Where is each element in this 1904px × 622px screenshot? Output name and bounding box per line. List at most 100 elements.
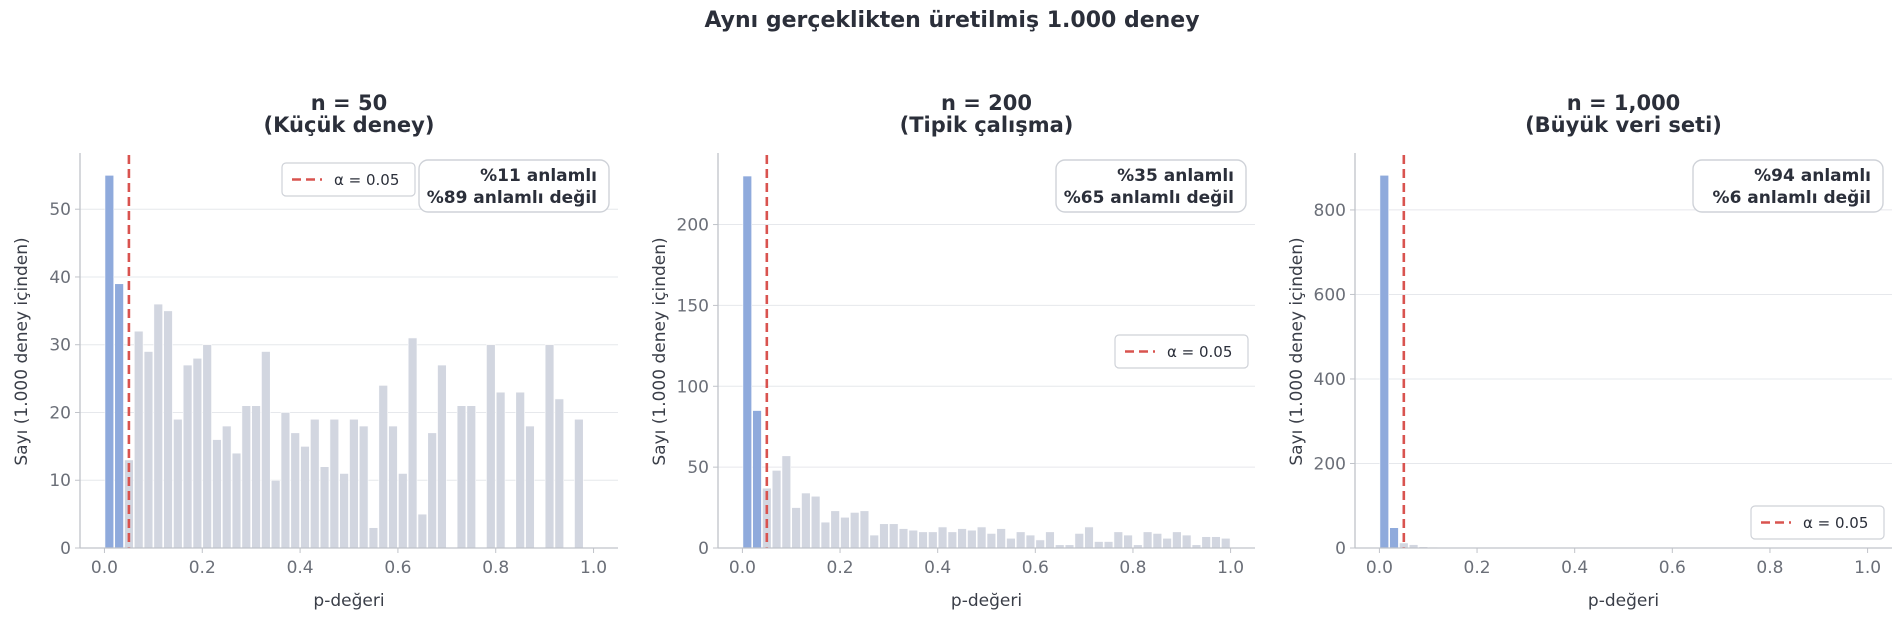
histogram-bar	[1025, 534, 1036, 549]
histogram-bar	[300, 446, 310, 549]
histogram-bar	[1181, 534, 1192, 549]
y-tick-label: 50	[49, 200, 71, 220]
histogram-bar	[1142, 531, 1153, 549]
histogram-bar	[574, 418, 584, 549]
histogram-bar-significant	[1389, 527, 1399, 549]
histogram-bar	[1094, 541, 1104, 549]
panel-subtitle: (Küçük deney)	[264, 113, 435, 137]
histogram-bar	[270, 479, 281, 549]
histogram-bar	[143, 351, 154, 549]
annotation-not-significant: %6 anlamlı değil	[1713, 188, 1871, 208]
legend-label: α = 0.05	[1803, 514, 1868, 532]
annotation-significant: %94 anlamlı	[1754, 166, 1871, 186]
panel-title: n = 200	[941, 91, 1032, 115]
histogram-bar	[986, 533, 997, 549]
histogram-bar	[1006, 537, 1016, 549]
histogram-bar	[349, 418, 359, 549]
x-axis-label: p-değeri	[951, 591, 1022, 611]
histogram-bar	[1015, 531, 1026, 549]
histogram-bar	[251, 405, 261, 549]
x-tick-label: 0.8	[1756, 558, 1783, 578]
annotation-not-significant: %65 anlamlı değil	[1064, 188, 1234, 208]
annotation-box	[1055, 159, 1247, 213]
histogram-bar	[996, 528, 1006, 549]
histogram-bar-significant	[104, 175, 115, 549]
histogram-bar	[1162, 537, 1172, 549]
histogram-bar	[525, 425, 535, 549]
legend-box	[1750, 505, 1885, 540]
histogram-bar	[1035, 539, 1045, 549]
histogram-bar	[339, 473, 349, 549]
histogram-bar	[417, 513, 428, 549]
histogram-bar	[810, 495, 821, 549]
x-tick-label: 0.2	[189, 558, 216, 578]
y-tick-label: 0	[1335, 539, 1346, 559]
panel-title: n = 50	[311, 91, 387, 115]
annotation-box	[418, 159, 610, 213]
figure-title: Aynı gerçeklikten üretilmiş 1.000 deney	[704, 8, 1200, 33]
panel-subtitle: (Büyük veri seti)	[1525, 113, 1722, 137]
y-tick-label: 30	[49, 336, 71, 356]
x-tick-label: 0.2	[1464, 558, 1491, 578]
histogram-bar	[1123, 534, 1133, 549]
y-tick-label: 200	[1314, 454, 1346, 474]
histogram-bar	[1211, 536, 1221, 549]
histogram-bar	[554, 398, 564, 549]
histogram-bar	[388, 425, 398, 549]
histogram-bar	[231, 452, 242, 549]
histogram-bar	[466, 405, 476, 549]
x-tick-label: 0.6	[384, 558, 411, 578]
histogram-bar	[801, 492, 811, 549]
x-axis-label: p-değeri	[1588, 591, 1659, 611]
y-tick-label: 800	[1314, 201, 1346, 221]
histogram-bar	[378, 385, 388, 549]
histogram-bar	[1074, 533, 1084, 549]
histogram-bar	[456, 405, 467, 549]
histogram-bar	[791, 507, 801, 549]
histogram-bar	[202, 344, 212, 549]
x-tick-label: 0.4	[924, 558, 951, 578]
annotation-box	[1692, 159, 1884, 213]
histogram-bar	[134, 330, 144, 549]
histogram-bar	[329, 418, 340, 549]
y-tick-label: 600	[1314, 285, 1346, 305]
histogram-bar	[967, 529, 977, 549]
histogram-bar	[889, 523, 899, 549]
histogram-bar	[310, 418, 320, 549]
panel-subtitle: (Tipik çalışma)	[900, 113, 1074, 137]
histogram-bar	[261, 351, 271, 549]
histogram-bar	[937, 526, 948, 549]
x-tick-label: 0.4	[287, 558, 314, 578]
panel-title: n = 1,000	[1567, 91, 1681, 115]
histogram-bar	[976, 526, 987, 549]
histogram-bar	[319, 466, 330, 549]
x-tick-label: 0.6	[1022, 558, 1049, 578]
annotation-significant: %35 anlamlı	[1117, 166, 1234, 186]
x-axis-label: p-değeri	[313, 591, 384, 611]
y-tick-label: 20	[49, 403, 71, 423]
x-tick-label: 0.2	[827, 558, 854, 578]
legend-box	[1114, 334, 1249, 369]
histogram-bar	[879, 523, 889, 549]
y-tick-label: 10	[49, 471, 71, 491]
histogram-bar	[368, 527, 379, 549]
histogram-bar	[908, 529, 918, 549]
histogram-bar	[771, 470, 782, 549]
histogram-bar	[280, 412, 291, 549]
histogram-bar	[1113, 531, 1123, 549]
y-tick-label: 150	[677, 296, 709, 316]
x-tick-label: 1.0	[1217, 558, 1244, 578]
histogram-bar-significant	[1379, 174, 1389, 549]
x-tick-label: 0.8	[482, 558, 509, 578]
x-tick-label: 0.0	[1366, 558, 1393, 578]
histogram-bar	[358, 425, 369, 549]
legend-box	[281, 162, 416, 197]
histogram-bar-significant	[752, 410, 762, 549]
legend-label: α = 0.05	[334, 171, 399, 189]
histogram-bar	[544, 344, 555, 549]
histogram-bar	[820, 521, 831, 549]
histogram-bar	[1172, 531, 1182, 549]
histogram-bar	[898, 528, 909, 549]
histogram-bar	[850, 512, 860, 549]
